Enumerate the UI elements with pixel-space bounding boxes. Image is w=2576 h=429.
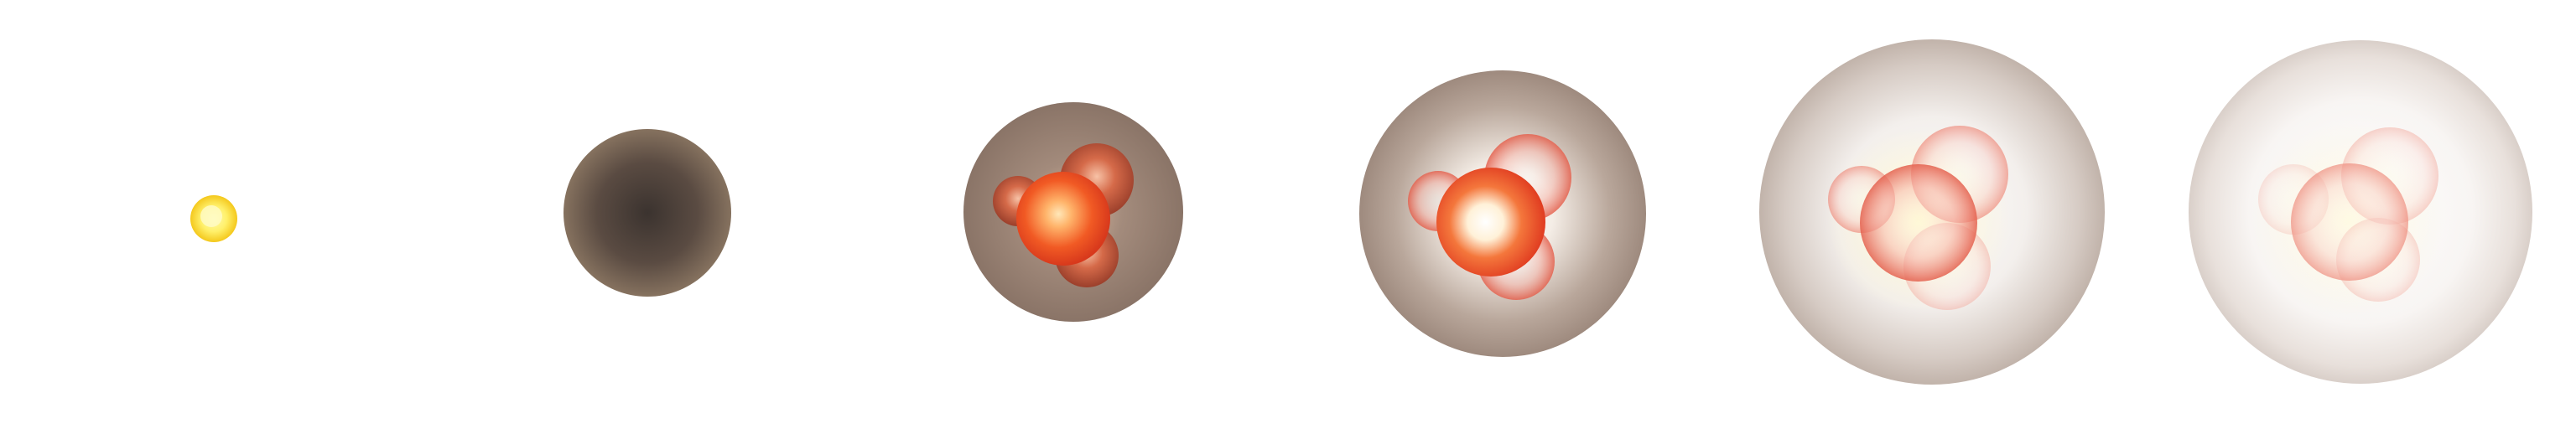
frame-fading-sphere [1759, 39, 2105, 385]
core [2291, 163, 2408, 281]
dark-sphere [564, 129, 731, 297]
core [1860, 164, 1977, 282]
frame-forming-sphere [963, 102, 1183, 322]
frame-seed [190, 195, 237, 242]
core [1016, 172, 1110, 266]
seed-highlight [200, 205, 222, 227]
frame-faded-sphere [2189, 40, 2532, 384]
frame-dark-sphere [564, 129, 731, 297]
core [1436, 168, 1545, 277]
frame-glowing-sphere [1359, 70, 1646, 357]
